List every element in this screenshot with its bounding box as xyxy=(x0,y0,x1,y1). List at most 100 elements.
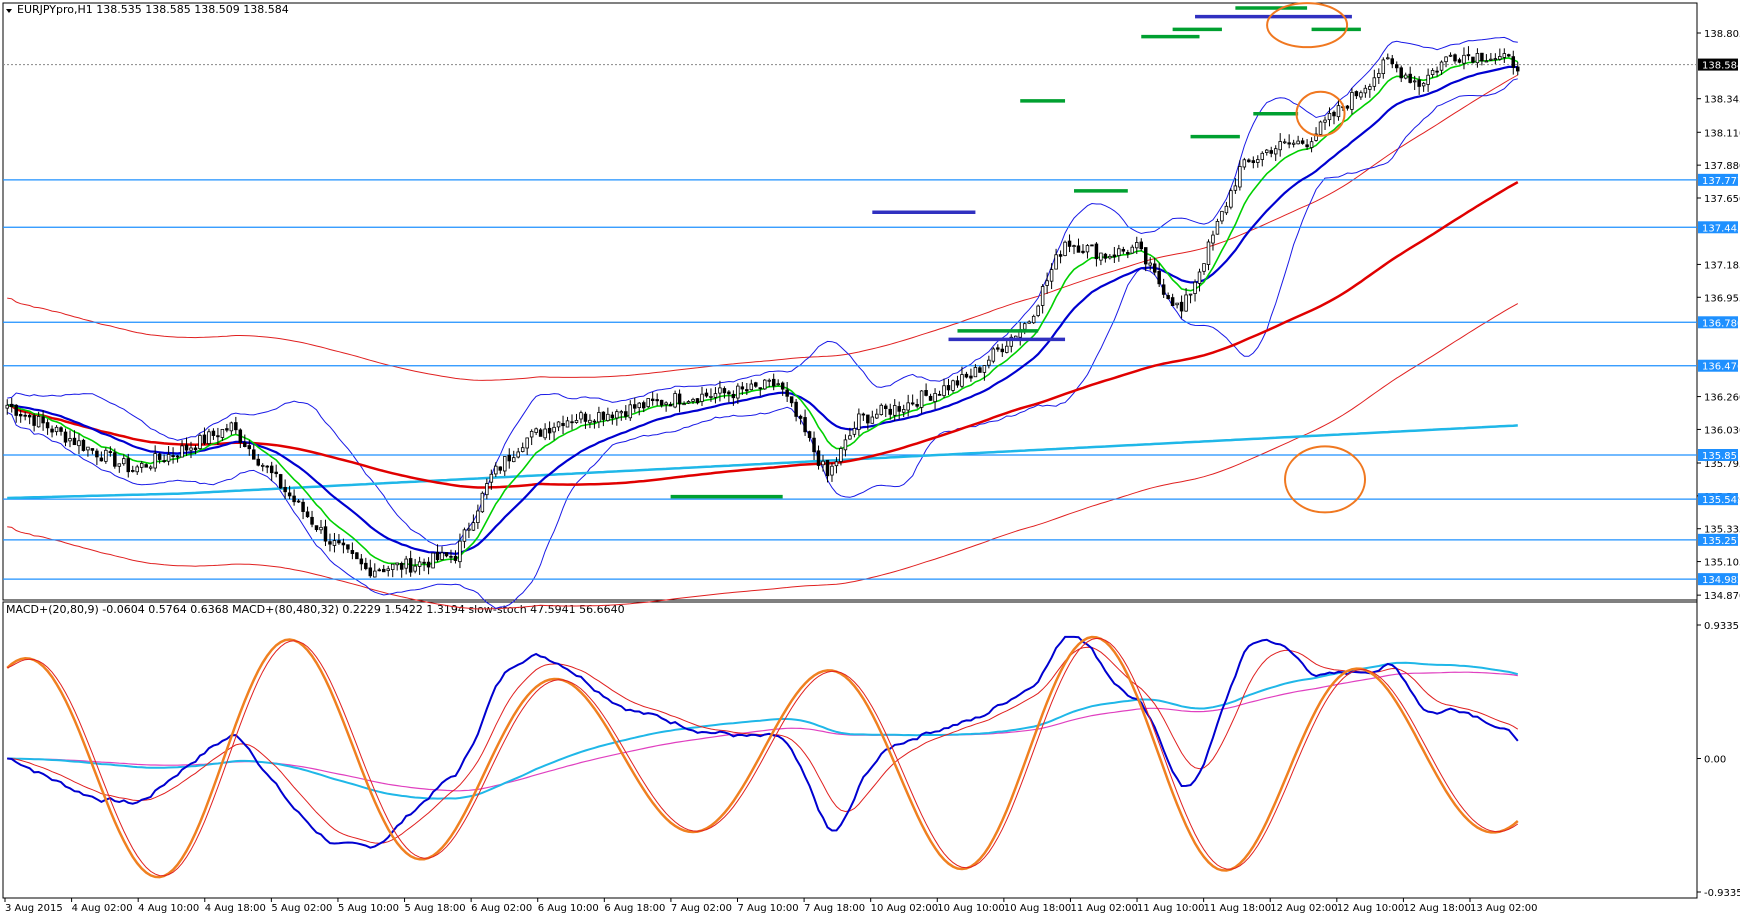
highlight-circle[interactable] xyxy=(1266,2,1349,49)
candle-body xyxy=(1197,271,1202,284)
candle-body xyxy=(1040,286,1045,306)
candle-body xyxy=(476,510,480,523)
current-price-label: 138.584 xyxy=(1702,61,1740,72)
candle-body xyxy=(520,447,525,452)
candle-body xyxy=(359,558,364,565)
candle-body xyxy=(547,427,552,434)
candle-body xyxy=(1471,56,1475,63)
candle-body xyxy=(444,552,449,557)
candle-body xyxy=(1336,105,1341,118)
candle-body xyxy=(386,568,390,571)
highlight-circle[interactable] xyxy=(1284,445,1367,514)
x-tick-label: 6 Aug 18:00 xyxy=(604,903,665,914)
macd-slow-line xyxy=(7,661,1519,800)
candle-body xyxy=(462,529,467,542)
candle-body xyxy=(184,444,189,451)
candle-body xyxy=(202,434,207,444)
y-tick-label: 137.880 xyxy=(1704,161,1740,172)
candle-body xyxy=(1220,210,1224,222)
candle-body xyxy=(1067,240,1072,247)
candle-body xyxy=(534,428,538,433)
candle-body xyxy=(99,457,104,462)
y-tick-label: 138.805 xyxy=(1704,29,1740,40)
candle-body xyxy=(803,417,807,433)
highlight-circle[interactable] xyxy=(1295,90,1346,137)
candle-body xyxy=(337,540,341,544)
y-tick-label: 136.030 xyxy=(1704,425,1740,436)
stoch-signal-line xyxy=(6,637,1519,877)
candle-body xyxy=(1099,252,1103,261)
candle-body xyxy=(1502,53,1507,58)
x-tick-label: 6 Aug 10:00 xyxy=(538,903,599,914)
candle-body xyxy=(189,447,193,451)
ema-green-line xyxy=(7,57,1519,567)
candle-body xyxy=(628,404,633,419)
candle-body xyxy=(404,558,408,569)
menu-triangle-icon[interactable] xyxy=(6,9,12,13)
candle-body xyxy=(1121,249,1126,252)
candle-body xyxy=(951,380,955,391)
y-tick-label: 135.105 xyxy=(1704,558,1740,569)
candle-body xyxy=(709,396,713,398)
x-tick-label: 13 Aug 02:00 xyxy=(1470,903,1537,914)
candle-body xyxy=(552,426,556,433)
candle-body xyxy=(1466,54,1471,57)
candle-body xyxy=(1493,58,1498,61)
candle-body xyxy=(1229,190,1233,208)
candle-body xyxy=(825,459,830,477)
candle-body xyxy=(269,465,274,474)
candle-body xyxy=(1045,280,1049,286)
candle-body xyxy=(919,390,924,408)
candle-body xyxy=(54,426,59,433)
candle-body xyxy=(252,449,256,460)
candle-body xyxy=(946,385,951,391)
candle-body xyxy=(41,416,45,424)
candle-body xyxy=(23,414,27,417)
osc-y-tick-label: 0.9335 xyxy=(1704,621,1739,632)
candle-body xyxy=(848,435,852,440)
candle-body xyxy=(144,464,148,468)
candle-body xyxy=(1439,61,1444,71)
y-tick-label: 136.260 xyxy=(1704,393,1740,404)
candle-body xyxy=(247,445,252,450)
candle-body xyxy=(960,374,964,387)
x-tick-label: 10 Aug 18:00 xyxy=(1004,903,1071,914)
candle-body xyxy=(5,404,9,409)
candle-body xyxy=(659,399,664,406)
candle-body xyxy=(305,511,310,518)
y-tick-label: 137.185 xyxy=(1704,260,1740,271)
candle-body xyxy=(574,419,579,423)
candle-body xyxy=(1287,142,1291,145)
candle-body xyxy=(104,449,108,462)
candle-body xyxy=(1368,86,1372,90)
level-price-tag xyxy=(1698,316,1738,329)
candle-body xyxy=(1206,241,1211,265)
candles-layer xyxy=(5,46,1520,578)
current-price-tag xyxy=(1698,58,1738,71)
candle-body xyxy=(399,562,404,570)
candle-body xyxy=(1063,241,1067,257)
candle-body xyxy=(686,401,691,404)
osc-y-tick-label: -0.9335 xyxy=(1704,888,1740,899)
candle-body xyxy=(1000,348,1005,353)
level-price-label: 136.476 xyxy=(1702,362,1740,373)
candle-body xyxy=(776,383,780,386)
candle-body xyxy=(619,411,624,414)
candle-body xyxy=(310,516,314,525)
candle-body xyxy=(166,454,171,462)
candle-body xyxy=(1332,111,1336,117)
ema-blue-line xyxy=(7,65,1518,556)
osc-y-tick-label: 0.00 xyxy=(1704,755,1726,766)
candle-body xyxy=(655,399,659,402)
candle-body xyxy=(1314,133,1318,141)
indicator-panel-frame xyxy=(2,601,1698,899)
candle-body xyxy=(897,406,901,412)
candle-body xyxy=(130,470,135,472)
candle-body xyxy=(1426,74,1430,85)
candle-body xyxy=(216,435,220,438)
candle-body xyxy=(171,455,175,458)
candle-body xyxy=(1282,141,1287,144)
candle-body xyxy=(713,393,718,398)
candle-body xyxy=(1103,253,1108,259)
candle-body xyxy=(1152,263,1157,273)
